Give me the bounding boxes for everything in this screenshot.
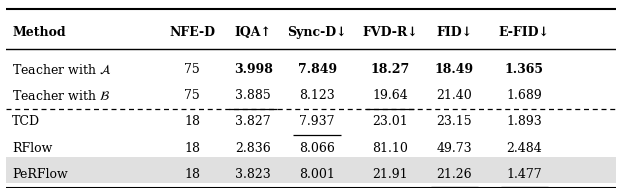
Text: 1.365: 1.365 [505,63,544,76]
Text: 21.26: 21.26 [437,168,472,181]
Text: Teacher with $\mathcal{B}$: Teacher with $\mathcal{B}$ [12,89,111,103]
Text: 23.15: 23.15 [437,116,472,128]
Text: 7.849: 7.849 [297,63,337,76]
Text: 81.10: 81.10 [373,142,408,155]
Text: 19.64: 19.64 [373,89,408,102]
Text: 18: 18 [184,116,200,128]
Text: 7.937: 7.937 [299,116,335,128]
Text: 75: 75 [184,89,200,102]
Text: 8.123: 8.123 [299,89,335,102]
Text: NFE-D: NFE-D [169,26,215,39]
Text: 18.49: 18.49 [435,63,474,76]
Text: 1.477: 1.477 [506,168,542,181]
Text: Teacher with $\mathcal{A}$: Teacher with $\mathcal{A}$ [12,63,112,77]
Text: 49.73: 49.73 [437,142,472,155]
Text: 75: 75 [184,63,200,76]
Text: RFlow: RFlow [12,142,53,155]
Text: FVD-R↓: FVD-R↓ [363,26,418,39]
Text: 21.91: 21.91 [373,168,408,181]
Text: 18: 18 [184,168,200,181]
Text: 23.01: 23.01 [373,116,408,128]
Text: Method: Method [12,26,66,39]
Text: 1.893: 1.893 [506,116,542,128]
Text: TCD: TCD [12,116,40,128]
Text: 2.836: 2.836 [235,142,271,155]
Text: 1.689: 1.689 [506,89,542,102]
Text: 8.066: 8.066 [299,142,335,155]
Text: 3.998: 3.998 [234,63,272,76]
Text: Sync-D↓: Sync-D↓ [287,26,347,39]
Text: 18.27: 18.27 [371,63,410,76]
Text: 3.823: 3.823 [235,168,271,181]
Text: E-FID↓: E-FID↓ [499,26,550,39]
Text: PeRFlow: PeRFlow [12,168,68,181]
Bar [6,157,616,183]
Text: 8.001: 8.001 [299,168,335,181]
Text: 21.40: 21.40 [437,89,472,102]
Text: FID↓: FID↓ [436,26,472,39]
Text: 2.484: 2.484 [506,142,542,155]
Text: IQA↑: IQA↑ [234,26,272,39]
Text: 3.885: 3.885 [235,89,271,102]
Text: 18: 18 [184,142,200,155]
Text: 3.827: 3.827 [235,116,271,128]
